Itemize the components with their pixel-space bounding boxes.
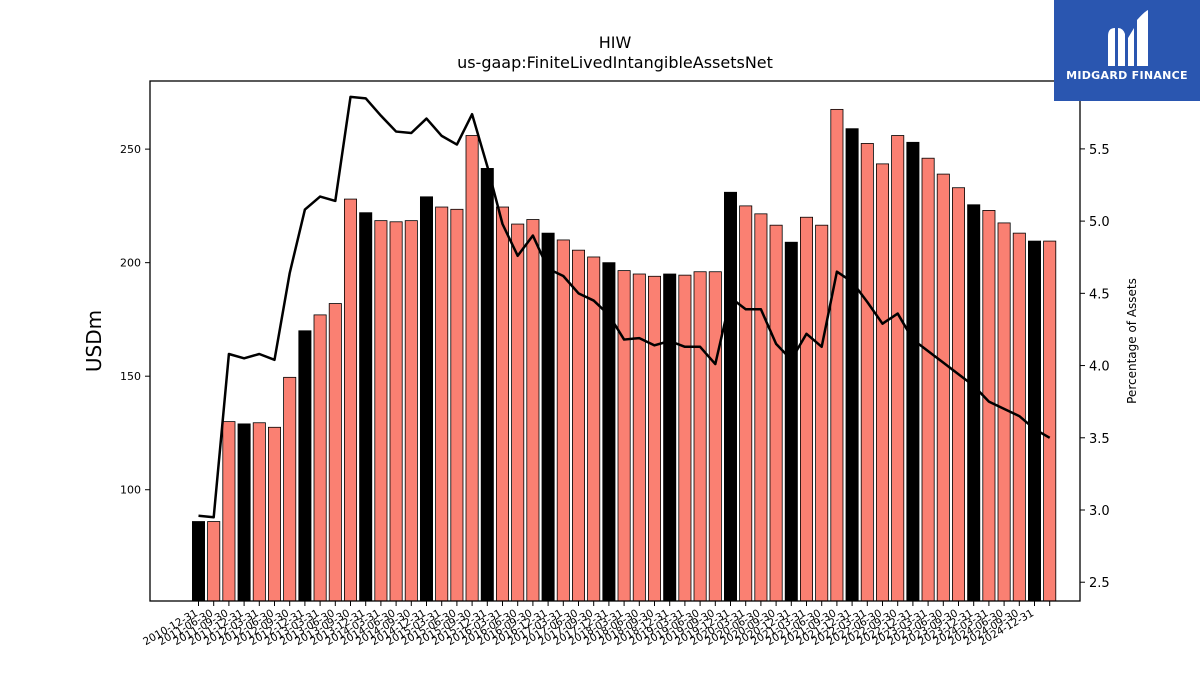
logo-name: MIDGARD FINANCE — [1066, 69, 1188, 82]
bar-2022-12-31 — [921, 157, 935, 602]
bar-2013-06-30 — [343, 198, 357, 602]
bar-2023-09-30 — [967, 204, 981, 602]
bar-2012-09-30 — [298, 330, 312, 602]
bar-2023-12-31 — [982, 210, 996, 602]
bar-2022-03-31 — [876, 163, 890, 602]
bar-2012-03-31 — [267, 426, 281, 602]
y-tick-label: 100 — [120, 484, 141, 497]
bar-2011-03-31 — [207, 521, 221, 602]
bar-2014-12-31 — [435, 206, 449, 602]
bar-2020-03-31 — [754, 213, 768, 602]
bar-2020-09-30 — [784, 241, 798, 602]
bar-2012-06-30 — [283, 376, 297, 602]
chart-title: HIW — [599, 33, 632, 52]
y2-tick-label: 4.0 — [1089, 360, 1110, 375]
bar-2019-09-30 — [724, 191, 738, 602]
bar-2015-09-30 — [480, 168, 494, 602]
y2-axis-label: Percentage of Assets — [1125, 278, 1139, 404]
y2-tick-label: 5.0 — [1089, 215, 1110, 230]
midgard-logo-icon — [1108, 10, 1148, 66]
bar-2024-09-30 — [1028, 240, 1042, 602]
y2-axis: 2.5 3.0 3.5 4.0 4.5 5.0 5.5 — [1080, 143, 1110, 591]
bar-2023-03-31 — [936, 173, 950, 602]
bar-2019-06-30 — [708, 271, 722, 602]
bar-2014-03-31 — [389, 221, 403, 602]
bar-2022-06-30 — [891, 135, 905, 602]
chart-subtitle: us-gaap:FiniteLivedIntangibleAssetsNet — [457, 53, 773, 72]
bar-2016-09-30 — [541, 232, 555, 602]
y-axis-label: USDm — [82, 310, 106, 372]
bar-2010-12-31 — [191, 521, 205, 602]
bar-2011-06-30 — [222, 421, 236, 602]
bar-2017-03-31 — [572, 249, 586, 602]
bar-2018-06-30 — [648, 275, 662, 602]
bars-group — [191, 108, 1057, 602]
bar-2015-12-31 — [495, 206, 509, 602]
bar-2022-09-30 — [906, 141, 920, 602]
bar-2020-12-31 — [800, 216, 814, 602]
bar-2017-06-30 — [587, 256, 601, 602]
y-tick-label: 200 — [120, 257, 141, 270]
bar-2015-06-30 — [465, 135, 479, 602]
bar-2011-12-31 — [252, 422, 266, 602]
bar-2016-03-31 — [511, 223, 525, 602]
y2-tick-label: 2.5 — [1089, 576, 1110, 591]
y2-tick-label: 3.5 — [1089, 432, 1110, 447]
bar-2019-12-31 — [739, 205, 753, 602]
bar-2018-12-31 — [678, 274, 692, 602]
bar-2016-12-31 — [556, 239, 570, 602]
y-tick-label: 150 — [120, 370, 141, 383]
bar-2014-06-30 — [404, 220, 418, 602]
bar-2023-06-30 — [952, 187, 966, 602]
bar-2015-03-31 — [450, 208, 464, 602]
bar-2018-03-31 — [632, 273, 646, 602]
bar-2018-09-30 — [663, 273, 677, 602]
bar-2021-12-31 — [860, 143, 874, 602]
bar-2014-09-30 — [419, 196, 433, 602]
bar-2024-12-31 — [1043, 240, 1057, 602]
bar-2012-12-31 — [313, 314, 327, 602]
x-axis: 2010-12-312011-06-302011-09-302011-12-31… — [141, 601, 1051, 648]
y2-tick-label: 4.5 — [1089, 287, 1110, 302]
bar-2021-06-30 — [830, 108, 844, 602]
bar-2021-09-30 — [845, 128, 859, 602]
y2-tick-label: 3.0 — [1089, 504, 1110, 519]
y-tick-label: 250 — [120, 143, 141, 156]
bar-2013-03-31 — [328, 303, 342, 602]
bar-2021-03-31 — [815, 224, 829, 602]
bar-2016-06-30 — [526, 219, 540, 602]
bar-2013-12-31 — [374, 220, 388, 602]
bar-2020-06-30 — [769, 224, 783, 602]
bar-2019-03-31 — [693, 271, 707, 602]
bar-2011-09-30 — [237, 423, 251, 602]
percentage-line — [198, 95, 1051, 519]
y-axis: 100 150 200 250 — [120, 143, 150, 497]
bar-2013-09-30 — [359, 212, 373, 602]
bar-2017-12-31 — [617, 270, 631, 602]
y2-tick-label: 5.5 — [1089, 143, 1110, 158]
midgard-finance-logo: MIDGARD FINANCE — [1054, 0, 1200, 101]
plot-frame — [149, 80, 1081, 602]
